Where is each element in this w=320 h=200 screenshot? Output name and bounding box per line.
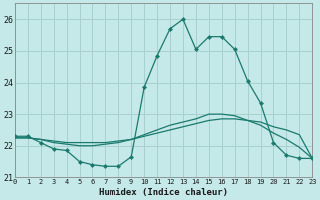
X-axis label: Humidex (Indice chaleur): Humidex (Indice chaleur) [99,188,228,197]
